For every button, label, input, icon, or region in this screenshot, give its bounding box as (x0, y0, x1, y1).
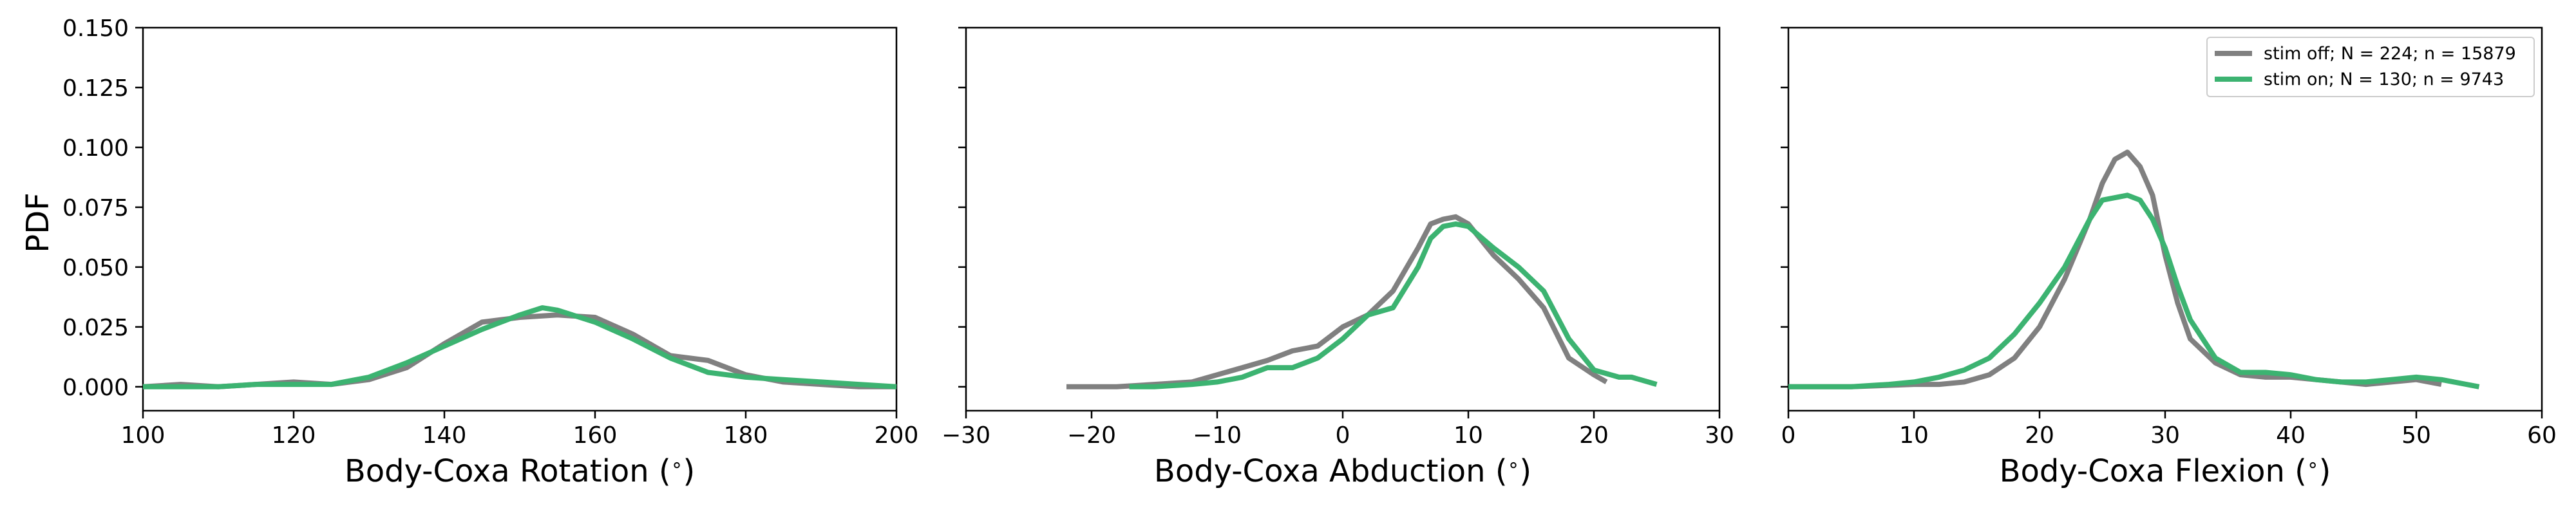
x-tick-label: 20 (1579, 422, 1609, 449)
y-tick-label: 0.000 (62, 375, 129, 401)
panels: 100 120 140 160 180 2000.0000.0250.0500.0750.… (62, 15, 2557, 489)
plot-frame (965, 26, 1721, 412)
y-tick-label: 0.050 (62, 255, 129, 281)
series-line-stim_off (142, 312, 896, 389)
series-line-stim_on (1129, 221, 1658, 389)
x-tick-label: 10 (1454, 422, 1483, 449)
x-axis-label-text: Body-Coxa Rotation ( (345, 453, 671, 489)
x-axis-label: Body-Coxa Flexion (∘) (2000, 453, 2331, 489)
series-line-stim_off (1066, 214, 1608, 389)
x-tick-label: 140 (422, 422, 467, 449)
x-tick-label: −10 (1193, 422, 1242, 449)
series-line-stim_on (143, 305, 897, 389)
y-tick-label: 0.125 (62, 75, 129, 102)
x-axis-label: Body-Coxa Abduction (∘) (1154, 453, 1531, 489)
x-tick-label: 180 (724, 422, 768, 449)
x-tick-label: 120 (272, 422, 316, 449)
x-tick-label: 160 (573, 422, 618, 449)
y-tick-label: 0.100 (62, 135, 129, 162)
panel-2: −30 −20 −10 0 10 20 30 Body-Coxa Abduction (∘) (942, 26, 1734, 489)
series-line-stim_on (1788, 192, 2480, 389)
x-axis-label-close: ) (683, 453, 695, 489)
x-axis-label: Body-Coxa Rotation (∘) (345, 453, 695, 489)
degree-symbol: ∘ (2307, 454, 2319, 476)
x-axis-label-text: Body-Coxa Abduction ( (1154, 453, 1508, 489)
x-tick-label: 30 (1705, 422, 1734, 449)
panel-3: 0 10 20 30 40 50 60 Body-Coxa Flexion (∘) (1781, 26, 2557, 489)
x-tick-label: 200 (875, 422, 919, 449)
legend-box (2206, 37, 2535, 97)
degree-symbol: ∘ (1508, 454, 1520, 476)
series-line-stim_off (1788, 149, 2442, 389)
x-axis-label-text: Body-Coxa Flexion ( (2000, 453, 2307, 489)
legend: stim off; N = 224; n = 15879 stim on; N =… (2206, 37, 2535, 97)
x-tick-label: −20 (1067, 422, 1116, 449)
x-axis-label-close: ) (2319, 453, 2331, 489)
degree-symbol: ∘ (671, 454, 683, 476)
y-tick-label: 0.150 (62, 15, 129, 42)
legend-label-stim_on: stim on; N = 130; n = 9743 (2264, 70, 2504, 89)
x-tick-label: 0 (1336, 422, 1350, 449)
x-tick-label: 10 (1899, 422, 1929, 449)
y-axis-label: PDF (20, 192, 56, 253)
y-tick-label: 0.025 (62, 315, 129, 341)
panel-1: 100 120 140 160 180 200 0.000 0.025 0.050 0.075 0.… (62, 15, 918, 489)
legend-label-stim_off: stim off; N = 224; n = 15879 (2264, 44, 2516, 64)
x-tick-label: 20 (2025, 422, 2054, 449)
plot-frame (142, 26, 898, 412)
x-tick-label: −30 (942, 422, 990, 449)
y-tick-label: 0.075 (62, 195, 129, 221)
x-tick-label: 60 (2527, 422, 2557, 449)
x-axis-label-close: ) (1519, 453, 1531, 489)
x-tick-label: 40 (2276, 422, 2306, 449)
x-tick-label: 30 (2150, 422, 2180, 449)
x-tick-label: 100 (121, 422, 166, 449)
x-tick-label: 0 (1781, 422, 1796, 449)
x-tick-label: 50 (2401, 422, 2431, 449)
